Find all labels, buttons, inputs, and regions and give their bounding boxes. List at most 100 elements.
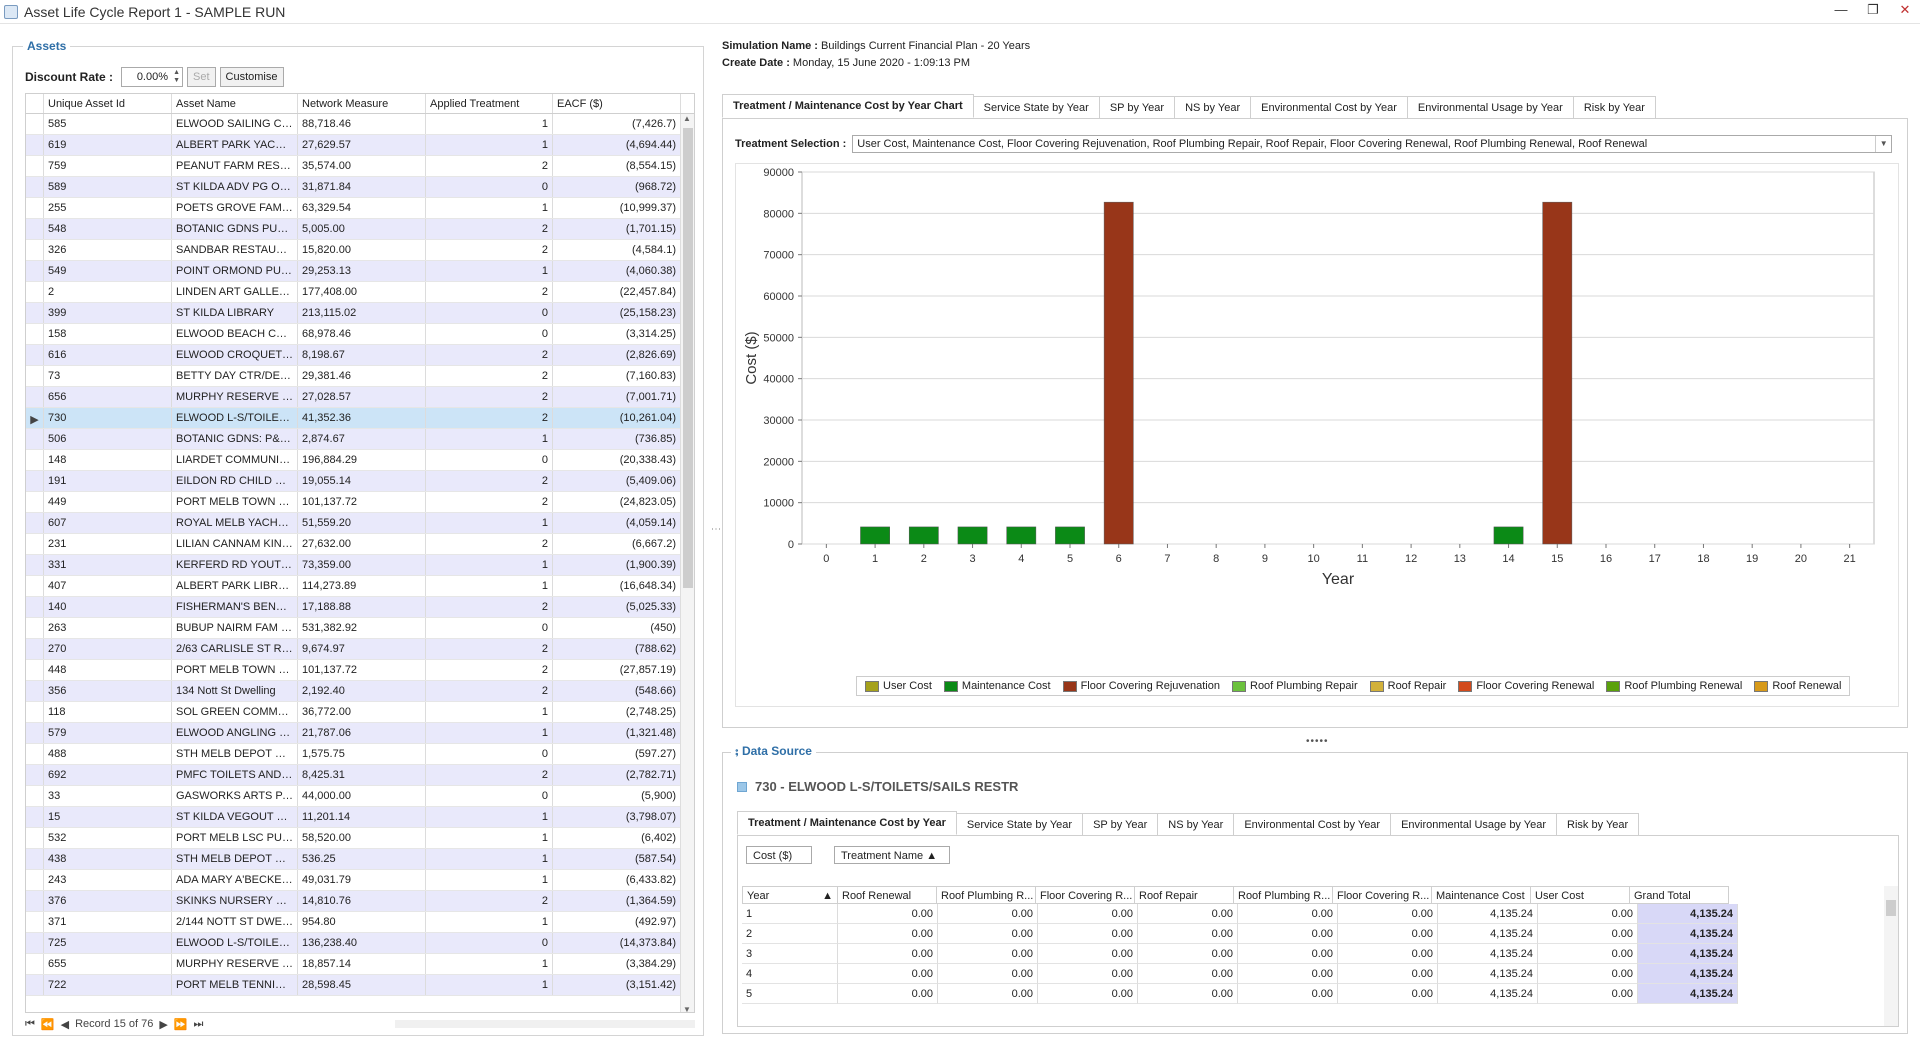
pivot-col-roof-repair[interactable]: Roof Repair — [1134, 886, 1234, 904]
pivot-row-field[interactable]: Year ▲ — [742, 886, 838, 904]
row-indicator[interactable] — [26, 576, 44, 596]
ds-tab-environmental-cost[interactable]: Environmental Cost by Year — [1233, 813, 1392, 835]
col-network-measure[interactable]: Network Measure — [298, 94, 426, 113]
tab-sp-by-year[interactable]: SP by Year — [1098, 96, 1176, 118]
table-row[interactable]: 15 ST KILDA VEGOUT & ... 11,201.14 1 (3,798.… — [26, 807, 694, 828]
col-asset-name[interactable]: Asset Name — [172, 94, 298, 113]
row-indicator[interactable] — [26, 765, 44, 785]
table-row[interactable]: 158 ELWOOD BEACH COM... 68,978.46 0 (3,314.2… — [26, 324, 694, 345]
pivot-col-grand-total[interactable]: Grand Total — [1629, 886, 1729, 904]
row-indicator[interactable] — [26, 450, 44, 470]
treatment-selection-dropdown[interactable]: User Cost, Maintenance Cost, Floor Cover… — [852, 135, 1893, 153]
row-indicator[interactable] — [26, 114, 44, 134]
row-indicator[interactable] — [26, 912, 44, 932]
tab-service-state[interactable]: Service State by Year — [972, 96, 1100, 118]
table-row[interactable]: 255 POETS GROVE FAMIL... 63,329.54 1 (10,999… — [26, 198, 694, 219]
row-indicator[interactable] — [26, 303, 44, 323]
row-indicator[interactable] — [26, 282, 44, 302]
pivot-col-maintenance-cost[interactable]: Maintenance Cost — [1431, 886, 1531, 904]
row-indicator[interactable] — [26, 723, 44, 743]
assets-vertical-scrollbar[interactable]: ▲ ▼ — [680, 114, 694, 1013]
ds-tab-environmental-usage[interactable]: Environmental Usage by Year — [1390, 813, 1558, 835]
table-row[interactable]: 448 PORT MELB TOWN HALL 101,137.72 2 (27,857… — [26, 660, 694, 681]
row-indicator[interactable] — [26, 366, 44, 386]
last-record-icon[interactable]: ⏭ — [193, 1017, 204, 1030]
row-indicator[interactable] — [26, 807, 44, 827]
table-row[interactable]: 326 SANDBAR RESTAURA... 15,820.00 2 (4,584.1… — [26, 240, 694, 261]
table-row[interactable]: 73 BETTY DAY CTR/DELI... 29,381.46 2 (7,160.… — [26, 366, 694, 387]
row-indicator[interactable] — [26, 534, 44, 554]
scroll-thumb[interactable] — [683, 128, 693, 588]
table-row[interactable]: 692 PMFC TOILETS AND S... 8,425.31 2 (2,782.… — [26, 765, 694, 786]
ds-tab-ns-by-year[interactable]: NS by Year — [1157, 813, 1235, 835]
table-row[interactable]: ▶ 730 ELWOOD L-S/TOILET... 41,352.36 2 (10,26… — [26, 408, 694, 429]
row-indicator[interactable] — [26, 513, 44, 533]
row-indicator[interactable] — [26, 702, 44, 722]
ds-tab-sp-by-year[interactable]: SP by Year — [1082, 813, 1159, 835]
row-indicator[interactable] — [26, 954, 44, 974]
minimize-icon[interactable]: — — [1834, 2, 1848, 17]
row-indicator[interactable] — [26, 933, 44, 953]
pivot-data-field[interactable]: Cost ($) — [746, 846, 812, 864]
restore-icon[interactable]: ❐ — [1867, 2, 1879, 17]
row-indicator[interactable] — [26, 597, 44, 617]
table-row[interactable]: 449 PORT MELB TOWN HALL 101,137.72 2 (24,823… — [26, 492, 694, 513]
row-indicator[interactable] — [26, 681, 44, 701]
row-indicator[interactable] — [26, 198, 44, 218]
table-row[interactable]: 118 SOL GREEN COMMUN... 36,772.00 1 (2,748.2… — [26, 702, 694, 723]
pivot-col-roof-plumbing-repair[interactable]: Roof Plumbing R... — [1233, 886, 1333, 904]
table-row[interactable]: 148 LIARDET COMMUNITY... 196,884.29 0 (20,33… — [26, 450, 694, 471]
row-indicator[interactable] — [26, 618, 44, 638]
scroll-down-icon[interactable]: ▼ — [683, 1005, 691, 1013]
row-indicator[interactable] — [26, 786, 44, 806]
table-row[interactable]: 725 ELWOOD L-S/TOILET... 136,238.40 0 (14,37… — [26, 933, 694, 954]
row-indicator[interactable] — [26, 639, 44, 659]
row-indicator[interactable] — [26, 555, 44, 575]
pin-icon[interactable]: ⨟ — [735, 744, 739, 758]
table-row[interactable]: 243 ADA MARY A'BECKET... 49,031.79 1 (6,433.… — [26, 870, 694, 891]
table-row[interactable]: 722 PORT MELB TENNIS C... 28,598.45 1 (3,151… — [26, 975, 694, 996]
customise-button[interactable]: Customise — [219, 67, 284, 87]
tab-risk-by-year[interactable]: Risk by Year — [1572, 96, 1656, 118]
prev-page-icon[interactable]: ⏪ — [40, 1018, 55, 1031]
pivot-col-floor-covering-renewal[interactable]: Floor Covering R... — [1035, 886, 1135, 904]
ds-tab-risk-by-year[interactable]: Risk by Year — [1556, 813, 1640, 835]
row-indicator[interactable] — [26, 891, 44, 911]
chevron-down-icon[interactable]: ▼ — [1875, 136, 1891, 152]
table-row[interactable]: 549 POINT ORMOND PUBL... 29,253.13 1 (4,060.… — [26, 261, 694, 282]
table-row[interactable]: 532 PORT MELB LSC PUBL... 58,520.00 1 (6,402… — [26, 828, 694, 849]
row-indicator[interactable]: ▶ — [26, 408, 44, 428]
row-indicator[interactable] — [26, 471, 44, 491]
table-row[interactable]: 231 LILIAN CANNAM KIND... 27,632.00 2 (6,667… — [26, 534, 694, 555]
table-row[interactable]: 619 ALBERT PARK YACHTI... 27,629.57 1 (4,694… — [26, 135, 694, 156]
close-icon[interactable]: ✕ — [1899, 2, 1911, 17]
row-indicator[interactable] — [26, 156, 44, 176]
prev-record-icon[interactable]: ◀ — [60, 1018, 70, 1031]
row-indicator[interactable] — [26, 261, 44, 281]
row-indicator[interactable] — [26, 429, 44, 449]
vertical-splitter[interactable]: ⋮ — [710, 524, 721, 534]
row-indicator[interactable] — [26, 492, 44, 512]
table-row[interactable]: 579 ELWOOD ANGLING CL... 21,787.06 1 (1,321.… — [26, 723, 694, 744]
row-indicator[interactable] — [26, 828, 44, 848]
table-row[interactable]: 33 GASWORKS ARTS PA... 44,000.00 0 (5,900) — [26, 786, 694, 807]
row-indicator[interactable] — [26, 345, 44, 365]
table-row[interactable]: 331 KERFERD RD YOUTH ... 73,359.00 1 (1,900.… — [26, 555, 694, 576]
assets-horizontal-scrollbar[interactable] — [395, 1020, 695, 1028]
table-row[interactable]: 140 FISHERMAN'S BEND C... 17,188.88 2 (5,025… — [26, 597, 694, 618]
table-row[interactable]: 407 ALBERT PARK LIBRARY 114,273.89 1 (16,648… — [26, 576, 694, 597]
row-indicator[interactable] — [26, 660, 44, 680]
table-row[interactable]: 607 ROYAL MELB YACHT S... 51,559.20 1 (4,059… — [26, 513, 694, 534]
col-applied-treatment[interactable]: Applied Treatment — [426, 94, 553, 113]
pivot-column-field[interactable]: Treatment Name ▲ — [834, 846, 950, 864]
table-row[interactable]: 270 2/63 CARLISLE ST RE... 9,674.97 2 (788.6… — [26, 639, 694, 660]
row-indicator[interactable] — [26, 849, 44, 869]
pivot-col-floor-covering-rejuvenation[interactable]: Floor Covering R... — [1332, 886, 1432, 904]
col-unique-asset-id[interactable]: Unique Asset Id — [44, 94, 172, 113]
table-row[interactable]: 376 SKINKS NURSERY OF... 14,810.76 2 (1,364.… — [26, 891, 694, 912]
col-eacf[interactable]: EACF ($) — [553, 94, 681, 113]
tab-environmental-cost[interactable]: Environmental Cost by Year — [1250, 96, 1408, 118]
ds-tab-service-state[interactable]: Service State by Year — [955, 813, 1084, 835]
table-row[interactable]: 759 PEANUT FARM RESER... 35,574.00 2 (8,554.… — [26, 156, 694, 177]
row-indicator[interactable] — [26, 387, 44, 407]
